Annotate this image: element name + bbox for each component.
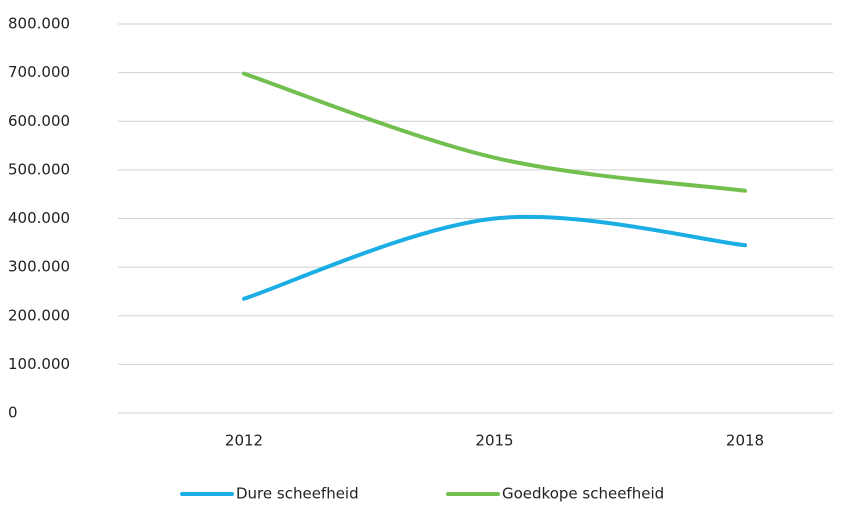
y-tick-label: 100.000 [8,355,70,373]
y-tick-label: 600.000 [8,112,70,130]
x-tick-label: 2012 [225,432,263,450]
y-tick-label: 0 [8,404,18,422]
series-line [242,214,747,301]
y-tick-label: 800.000 [8,15,70,33]
legend-label: Dure scheefheid [236,485,359,503]
y-tick-label: 300.000 [8,258,70,276]
y-tick-label: 200.000 [8,306,70,324]
y-tick-label: 700.000 [8,63,70,81]
y-tick-label: 400.000 [8,209,70,227]
x-tick-label: 2018 [726,432,764,450]
series-line [242,71,747,193]
legend-label: Goedkope scheefheid [502,485,664,503]
y-tick-label: 500.000 [8,160,70,178]
x-tick-label: 2015 [475,432,513,450]
